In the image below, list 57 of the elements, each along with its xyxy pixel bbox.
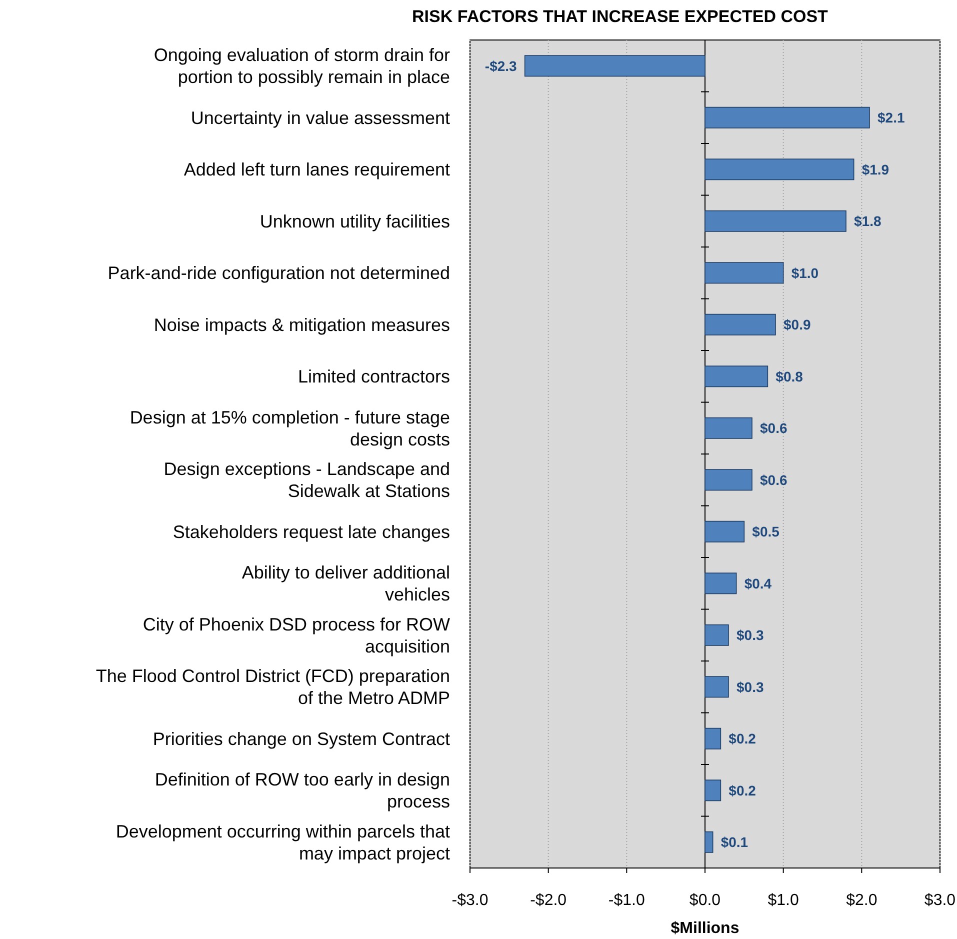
bar <box>704 520 745 542</box>
x-tick-label: $0.0 <box>689 892 721 909</box>
data-label: $1.0 <box>791 264 819 281</box>
data-label: $0.5 <box>752 524 780 540</box>
bar <box>704 262 784 284</box>
bar <box>524 55 706 77</box>
data-label: $2.1 <box>878 110 905 126</box>
data-label: $1.9 <box>862 161 890 178</box>
bar <box>704 366 768 388</box>
x-tick-label: -$1.0 <box>608 892 646 909</box>
y-tick-label: Development occurring within parcels that may impact project <box>116 821 450 864</box>
bar <box>704 572 737 594</box>
y-tick-label: Design at 15% completion - future stage design costs <box>130 407 450 450</box>
y-tick-label: Stakeholders request late changes <box>172 522 450 542</box>
y-tick-label: Ongoing evaluation of storm drain for portion to possibly remain in place <box>154 45 450 88</box>
y-tick-label: Noise impacts & mitigation measures <box>154 314 450 335</box>
data-label: $0.9 <box>784 316 811 333</box>
bar <box>704 676 729 698</box>
bar <box>704 106 870 128</box>
bar <box>704 417 752 439</box>
x-axis-title: $Millions <box>670 920 740 937</box>
chart-title: RISK FACTORS THAT INCREASE EXPECTED COST <box>412 7 829 26</box>
y-tick-label: Definition of ROW too early in design process <box>154 770 450 812</box>
y-tick-label: The Flood Control District (FCD) preparation of the Metro ADMP <box>96 666 450 708</box>
bar <box>704 728 722 750</box>
data-label: -$2.3 <box>484 58 518 74</box>
data-label: $0.3 <box>736 678 764 695</box>
bar <box>704 624 729 646</box>
bar <box>704 780 722 802</box>
data-label: $0.2 <box>728 782 756 798</box>
bar <box>704 831 714 853</box>
x-tick-label: $2.0 <box>846 892 878 909</box>
data-label: $0.4 <box>744 575 772 592</box>
data-label: $0.6 <box>760 420 788 436</box>
data-label: $0.3 <box>736 627 764 644</box>
x-tick-label: $3.0 <box>924 892 956 909</box>
y-tick-label: Uncertainty in value assessment <box>190 108 450 128</box>
data-label: $1.8 <box>854 213 882 230</box>
y-tick-label: City of Phoenix DSD process for ROW acquisition <box>142 614 450 656</box>
bar <box>704 469 752 491</box>
data-label: $0.8 <box>776 368 804 384</box>
data-label: $0.2 <box>728 730 756 747</box>
y-tick-label: Added left turn lanes requirement <box>184 160 450 180</box>
data-label: $0.6 <box>760 472 788 488</box>
y-tick-label: Unknown utility facilities <box>260 211 450 232</box>
y-tick-label: Park-and-ride configuration not determined <box>108 263 450 284</box>
x-tick-label: $1.0 <box>768 892 800 909</box>
y-tick-label: Limited contractors <box>298 366 450 387</box>
y-tick-label: Ability to deliver additional vehicles <box>242 562 450 605</box>
x-tick-label: -$3.0 <box>452 892 488 909</box>
bar <box>704 314 776 336</box>
bar <box>704 158 854 180</box>
x-tick-label: -$2.0 <box>530 892 567 909</box>
data-label: $0.1 <box>720 834 748 850</box>
y-tick-label: Priorities change on System Contract <box>152 728 450 749</box>
y-tick-label: Design exceptions - Landscape and Sidewalk at Stations <box>164 459 450 502</box>
bar <box>704 210 846 232</box>
